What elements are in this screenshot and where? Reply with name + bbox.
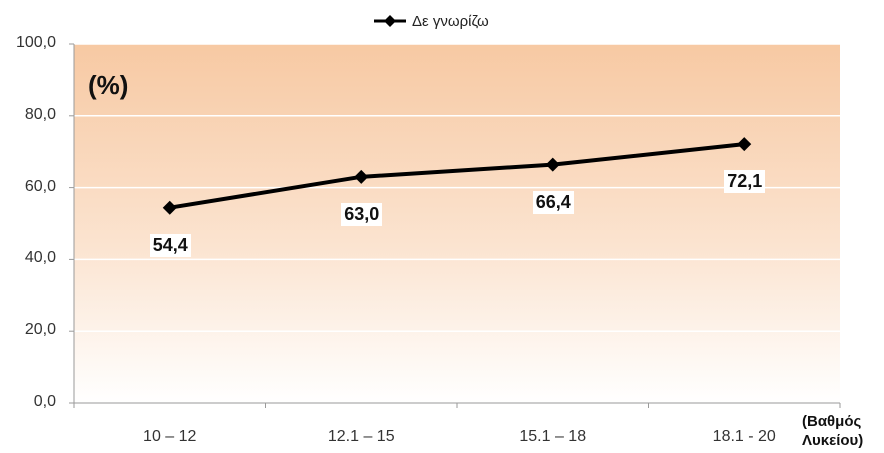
y-tick-label: 100,0 <box>15 34 56 51</box>
legend: Δε γνωρίζω <box>372 10 489 32</box>
data-label: 54,4 <box>149 233 191 257</box>
y-unit-label: (%) <box>88 70 129 100</box>
axis-ticks <box>69 43 841 408</box>
gridlines <box>74 43 840 332</box>
data-label: 72,1 <box>724 170 766 194</box>
x-tick-label: 15.1 – 18 <box>519 428 587 445</box>
x-axis-title: (Βαθμός Λυκείου) <box>802 413 864 449</box>
y-tick-label: 80,0 <box>24 105 56 123</box>
legend-line-marker-icon <box>374 15 406 27</box>
y-tick-label: 0,0 <box>33 393 56 410</box>
x-tick-label: 18.1 - 20 <box>712 428 776 445</box>
y-tick-label: 60,0 <box>24 177 56 195</box>
plot-area <box>74 44 840 403</box>
series-markers <box>162 137 752 215</box>
y-tick-label: 40,0 <box>24 249 56 267</box>
legend-label: Δε γνωρίζω <box>412 12 489 30</box>
data-label: 63,0 <box>341 202 383 226</box>
y-tick-label: 20,0 <box>24 321 56 339</box>
x-tick-label: 12.1 – 15 <box>327 428 395 445</box>
series-line-de-gnorizo <box>167 142 747 210</box>
data-point-marker <box>162 200 177 215</box>
data-point-marker <box>737 137 752 152</box>
data-point-marker <box>354 169 369 184</box>
data-label: 66,4 <box>532 190 574 214</box>
data-point-marker <box>545 157 560 172</box>
x-tick-label: 10 – 12 <box>143 428 197 445</box>
